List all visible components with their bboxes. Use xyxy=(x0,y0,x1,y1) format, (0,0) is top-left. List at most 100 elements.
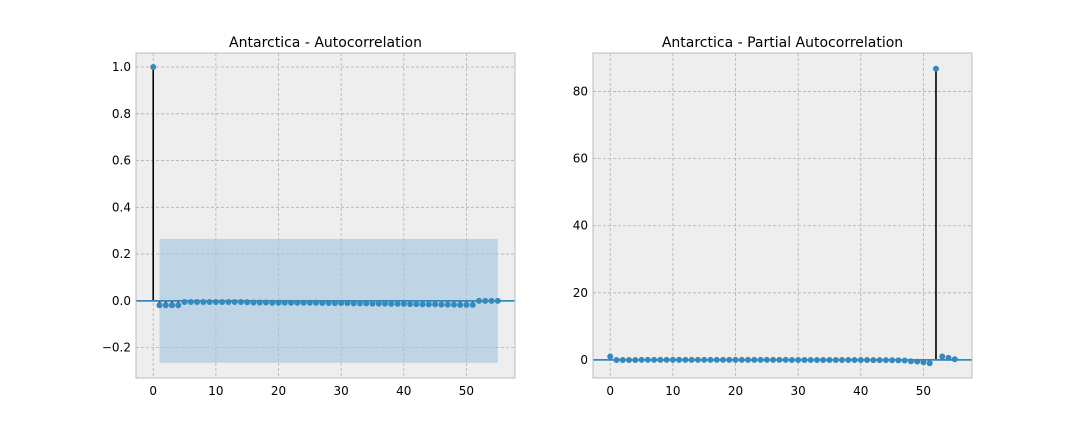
pacf-point xyxy=(920,359,927,366)
pacf-point xyxy=(820,356,827,363)
pacf-point xyxy=(745,356,752,363)
pacf-x-tick-label: 40 xyxy=(853,384,868,398)
acf-point xyxy=(350,300,357,307)
acf-point xyxy=(356,300,363,307)
pacf-point xyxy=(732,356,739,363)
acf-point xyxy=(400,300,407,307)
acf-markers xyxy=(150,64,501,309)
pacf-point xyxy=(857,357,864,364)
acf-point xyxy=(325,299,332,306)
acf-point xyxy=(363,300,370,307)
pacf-point xyxy=(801,356,808,363)
pacf-point xyxy=(669,356,676,363)
acf-point xyxy=(407,301,414,308)
pacf-grid xyxy=(593,53,972,378)
pacf-point xyxy=(813,356,820,363)
pacf-point xyxy=(713,356,720,363)
pacf-x-tick-label: 0 xyxy=(606,384,614,398)
acf-point xyxy=(388,300,395,307)
pacf-point xyxy=(907,358,914,365)
acf-point xyxy=(438,301,445,308)
acf-y-tick-labels: −0.2 0.0 0.2 0.4 0.6 0.8 1.0 xyxy=(102,60,131,355)
acf-point xyxy=(488,297,495,304)
pacf-point xyxy=(870,357,877,364)
pacf-point xyxy=(795,356,802,363)
pacf-x-tick-labels: 0 10 20 30 40 50 xyxy=(606,384,931,398)
pacf-point xyxy=(939,353,946,360)
pacf-point xyxy=(613,356,620,363)
acf-x-tick-label: 50 xyxy=(459,384,474,398)
acf-point xyxy=(281,299,288,306)
acf-x-tick-labels: 0 10 20 30 40 50 xyxy=(149,384,474,398)
pacf-point xyxy=(845,357,852,364)
pacf-point xyxy=(632,356,639,363)
acf-point xyxy=(419,301,426,308)
acf-point xyxy=(300,299,307,306)
pacf-point xyxy=(738,356,745,363)
pacf-y-tick-label: 0 xyxy=(580,353,588,367)
acf-point xyxy=(262,299,269,306)
acf-y-tick-label: −0.2 xyxy=(102,341,131,355)
acf-point xyxy=(237,299,244,306)
pacf-y-tick-labels: 0 20 40 60 80 xyxy=(573,85,588,367)
acf-point xyxy=(288,299,295,306)
pacf-point xyxy=(839,356,846,363)
acf-x-tick-label: 20 xyxy=(271,384,286,398)
pacf-point xyxy=(757,356,764,363)
acf-x-tick-label: 0 xyxy=(149,384,157,398)
pacf-point xyxy=(607,353,614,360)
pacf-point xyxy=(926,360,933,367)
pacf-point xyxy=(895,357,902,364)
acf-point xyxy=(338,300,345,307)
acf-point xyxy=(225,299,232,306)
pacf-x-tick-label: 20 xyxy=(728,384,743,398)
acf-point xyxy=(369,300,376,307)
acf-point xyxy=(194,299,201,306)
pacf-point xyxy=(701,356,708,363)
acf-point xyxy=(169,302,176,309)
pacf-y-tick-label: 40 xyxy=(573,219,588,233)
acf-point xyxy=(219,299,226,306)
acf-point xyxy=(331,300,338,307)
pacf-x-tick-label: 30 xyxy=(791,384,806,398)
acf-title: Antarctica - Autocorrelation xyxy=(229,35,422,51)
pacf-point xyxy=(663,356,670,363)
pacf-x-tick-label: 50 xyxy=(916,384,931,398)
pacf-point xyxy=(832,356,839,363)
acf-point xyxy=(250,299,257,306)
acf-point xyxy=(450,301,457,308)
pacf-point xyxy=(657,356,664,363)
acf-point xyxy=(457,301,464,308)
acf-point xyxy=(432,301,439,308)
pacf-point xyxy=(945,354,952,361)
acf-y-tick-label: 1.0 xyxy=(112,60,131,74)
pacf-chart: 0 10 20 30 40 50 0 20 40 60 80 Antarctica - Parti… xyxy=(573,35,973,398)
acf-point xyxy=(425,301,432,308)
pacf-point xyxy=(770,356,777,363)
pacf-point xyxy=(726,356,733,363)
pacf-point xyxy=(932,65,939,72)
acf-point xyxy=(256,299,263,306)
acf-point xyxy=(269,299,276,306)
acf-point xyxy=(475,297,482,304)
pacf-point xyxy=(682,356,689,363)
pacf-point xyxy=(788,356,795,363)
acf-point xyxy=(482,297,489,304)
pacf-point xyxy=(644,356,651,363)
acf-point xyxy=(463,301,470,308)
pacf-point xyxy=(651,356,658,363)
acf-point xyxy=(294,299,301,306)
pacf-point xyxy=(826,356,833,363)
acf-y-tick-label: 0.6 xyxy=(112,154,131,168)
acf-x-tick-label: 10 xyxy=(208,384,223,398)
acf-point xyxy=(382,300,389,307)
acf-y-tick-label: 0.8 xyxy=(112,107,131,121)
pacf-point xyxy=(914,358,921,365)
acf-point xyxy=(200,299,207,306)
acf-point xyxy=(162,302,169,309)
acf-point xyxy=(469,301,476,308)
acf-point xyxy=(444,301,451,308)
pacf-point xyxy=(864,357,871,364)
acf-point xyxy=(375,300,382,307)
pacf-point xyxy=(619,356,626,363)
